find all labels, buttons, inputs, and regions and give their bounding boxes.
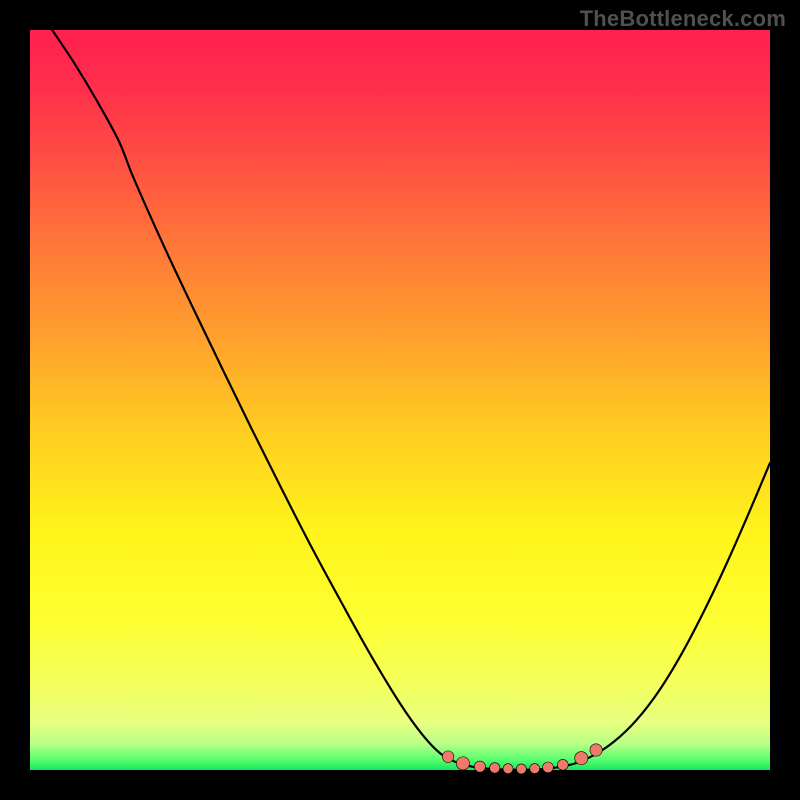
data-marker [530,764,540,774]
plot-area [30,30,770,770]
data-marker [456,757,469,770]
data-marker [557,759,568,770]
data-marker [575,752,588,765]
bottleneck-chart [0,0,800,800]
watermark-text: TheBottleneck.com [580,6,786,32]
data-marker [516,764,526,774]
data-marker [474,761,485,772]
data-marker [503,764,513,774]
chart-stage: TheBottleneck.com [0,0,800,800]
data-marker [442,751,454,763]
data-marker [590,744,602,756]
data-marker [543,762,554,773]
data-marker [490,763,500,773]
